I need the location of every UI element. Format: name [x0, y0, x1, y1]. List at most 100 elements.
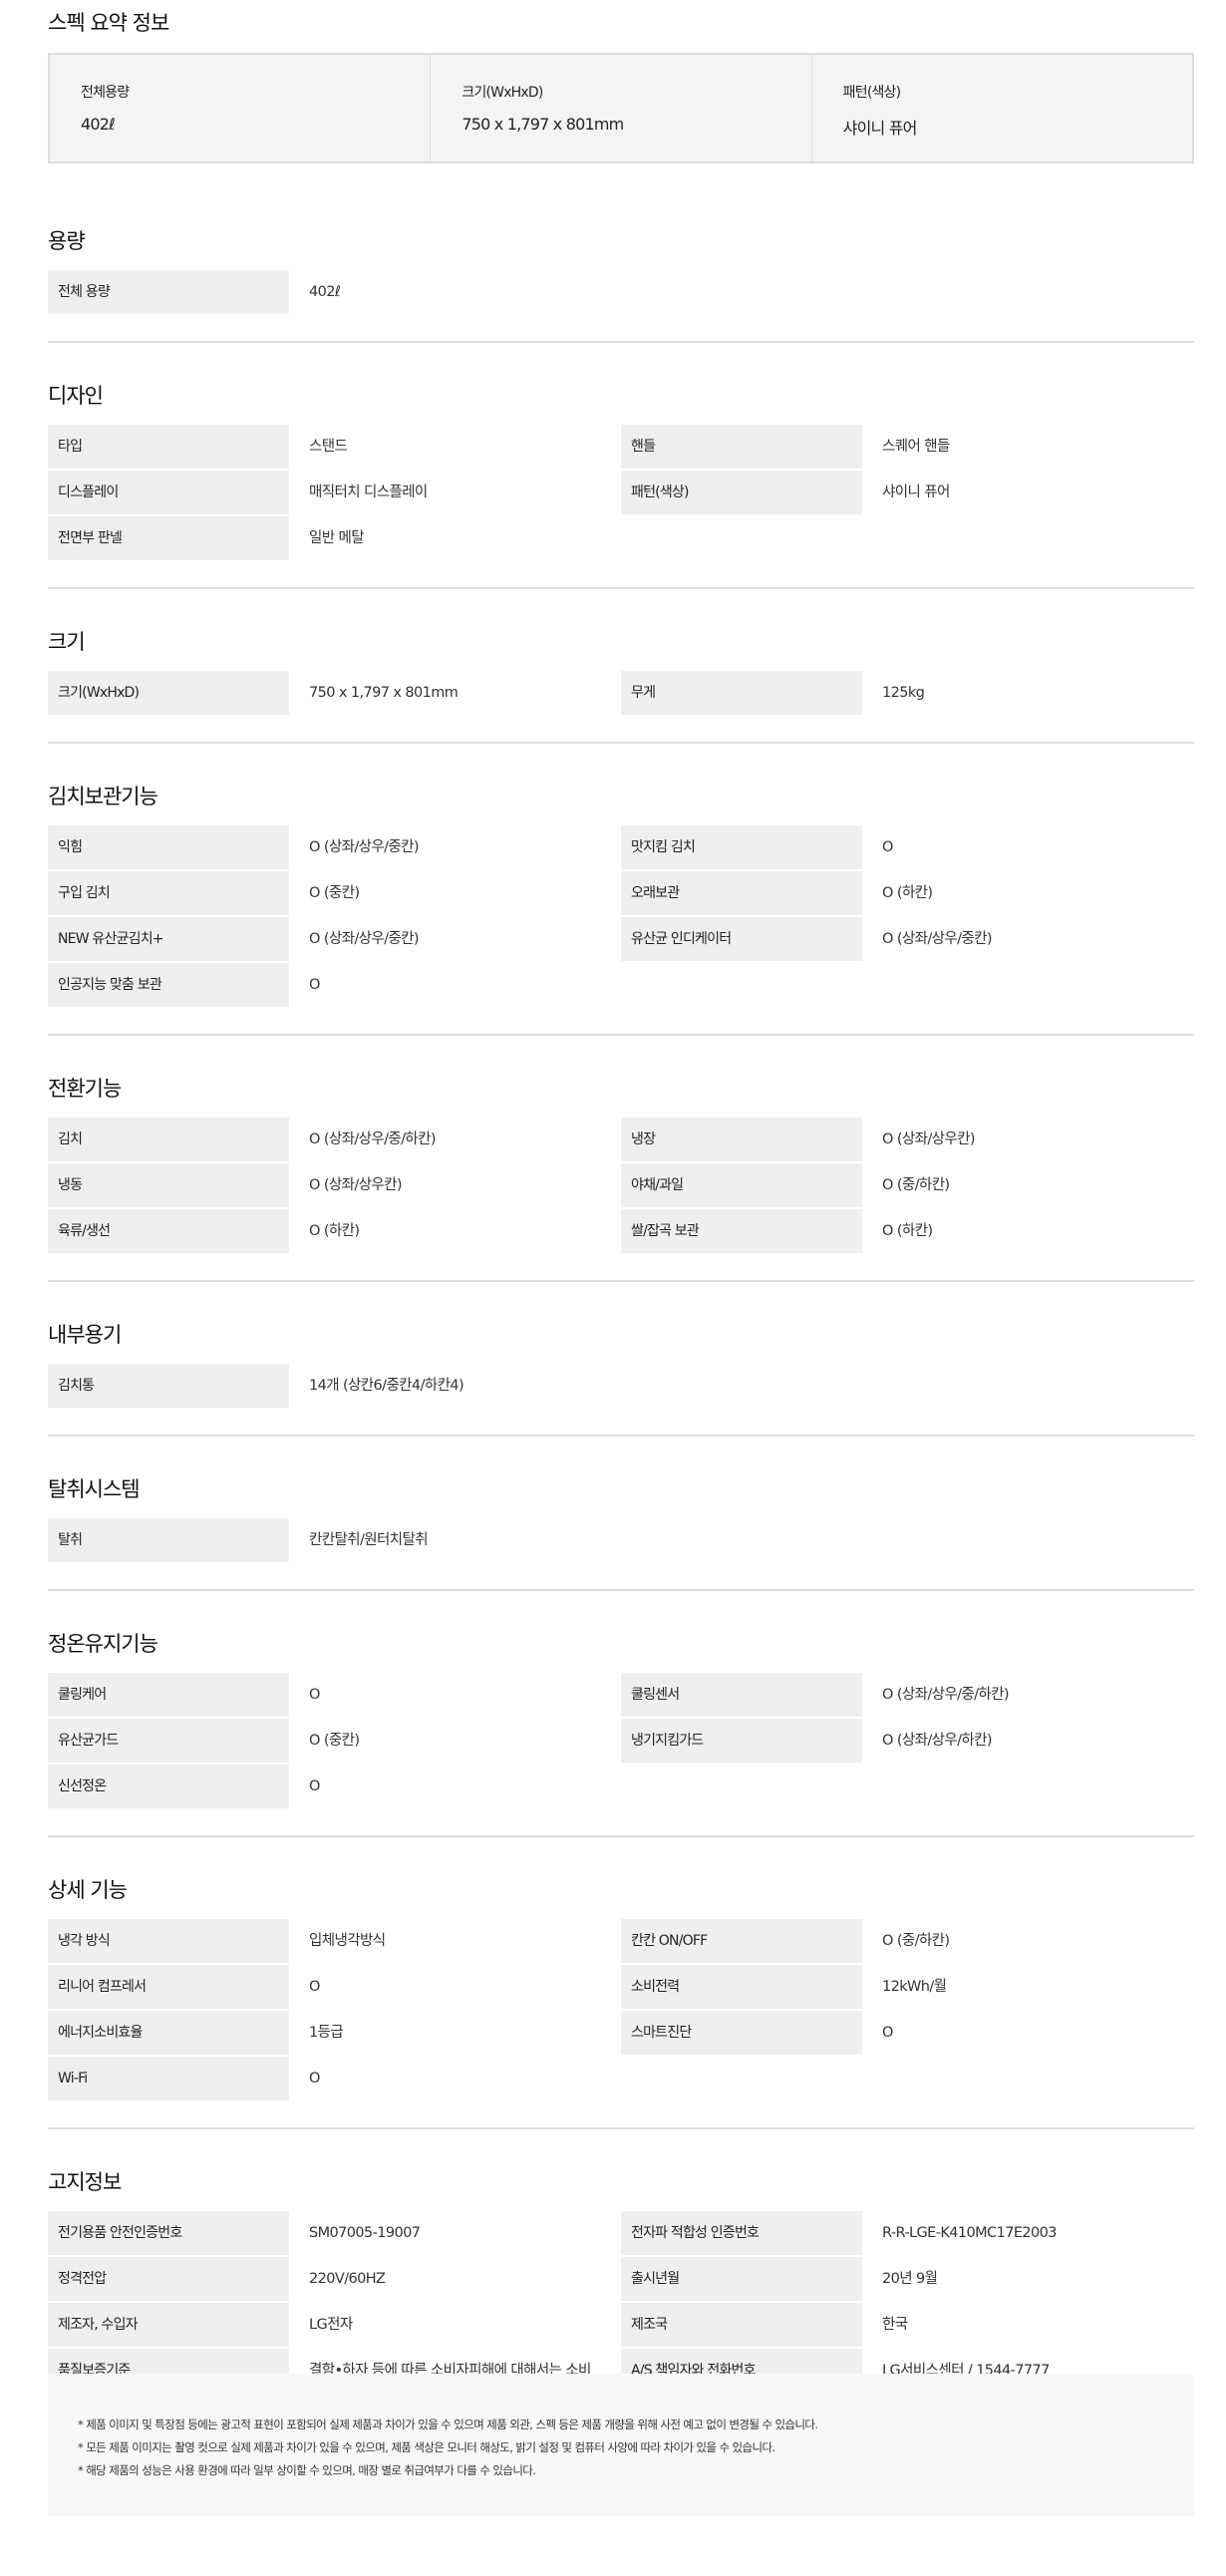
section-title: 정온유지기능	[48, 1632, 158, 1656]
section-title: 용량	[48, 229, 86, 253]
summary-value: 샤이니 퓨어	[842, 119, 918, 138]
spec-value: O	[309, 977, 320, 993]
notice-box: * 제품 이미지 및 특장점 등에는 광고적 표현이 포함되어 실제 제품과 차…	[48, 2374, 1194, 2516]
spec-label: 패턴(색상)	[621, 471, 862, 514]
spec-label: 구입 김치	[48, 871, 289, 915]
spec-label: 스마트진단	[621, 2011, 862, 2055]
summary-value: 750 x 1,797 x 801mm	[461, 115, 624, 134]
spec-summary-box: 전체용량 402ℓ 크기(WxHxD) 750 x 1,797 x 801mm …	[48, 53, 1194, 163]
spec-label: 정격전압	[48, 2257, 289, 2301]
notice-item: * 제품 이미지 및 특장점 등에는 광고적 표현이 포함되어 실제 제품과 차…	[78, 2417, 818, 2431]
spec-label: 야채/과일	[621, 1163, 862, 1207]
spec-label: 전자파 적합성 인증번호	[621, 2211, 862, 2255]
spec-value: O (하칸)	[882, 1223, 933, 1239]
spec-label: 핸들	[621, 425, 862, 469]
section-title: 크기	[48, 630, 86, 654]
spec-value: 125kg	[882, 685, 925, 701]
spec-label: 냉동	[48, 1163, 289, 1207]
spec-value: O (상좌/상우칸)	[309, 1177, 403, 1193]
spec-label: 유산균 인디케이터	[621, 917, 862, 961]
spec-value: 1등급	[309, 2025, 344, 2041]
spec-label: 오래보관	[621, 871, 862, 915]
spec-value: 220V/60HZ	[309, 2271, 386, 2287]
spec-label: 맛지킴 김치	[621, 825, 862, 869]
spec-value: O	[309, 1979, 320, 1995]
spec-label: 제조국	[621, 2303, 862, 2347]
spec-value: 일반 메탈	[309, 530, 365, 546]
section-title: 디자인	[48, 384, 104, 408]
spec-label: 익힘	[48, 825, 289, 869]
spec-label: 김치통	[48, 1364, 289, 1408]
spec-value: O (상좌/상우/중칸)	[882, 931, 993, 947]
spec-label: 쿨링센서	[621, 1673, 862, 1717]
spec-value: O (상좌/상우칸)	[882, 1131, 976, 1147]
summary-label: 크기(WxHxD)	[461, 85, 543, 101]
notice-list: * 제품 이미지 및 특장점 등에는 광고적 표현이 포함되어 실제 제품과 차…	[48, 2374, 1194, 2482]
spec-label: NEW 유산균김치+	[48, 917, 289, 961]
spec-label: 인공지능 맞춤 보관	[48, 963, 289, 1007]
spec-table: 김치통 14개 (상칸6/중칸4/하칸4)	[48, 1364, 1194, 1408]
spec-value: O (상좌/상우/중/하칸)	[309, 1131, 437, 1147]
spec-value: O (중/하칸)	[882, 1933, 950, 1949]
spec-label: 유산균가드	[48, 1719, 289, 1763]
notice-item: * 해당 제품의 성능은 사용 환경에 따라 일부 상이할 수 있으며, 매장 …	[78, 2463, 536, 2477]
spec-label: 전기용품 안전인증번호	[48, 2211, 289, 2255]
spec-label: 디스플레이	[48, 471, 289, 514]
spec-section: 탈취시스템 탈취 칸칸탈취/원터치탈취	[48, 1437, 1194, 1591]
spec-value: 입체냉각방식	[309, 1933, 386, 1949]
spec-sections: 용량 전체 용량 402ℓ 디자인 타입 스탠드 핸들 스퀘어 핸들 디스플레이 매직터치 디스플…	[48, 188, 1194, 2461]
summary-label: 패턴(색상)	[842, 85, 901, 101]
spec-value: O (중칸)	[309, 1733, 360, 1749]
section-title: 전환기능	[48, 1077, 122, 1101]
spec-label: 냉각 방식	[48, 1919, 289, 1963]
spec-table: 크기(WxHxD) 750 x 1,797 x 801mm 무게 125kg	[48, 671, 1194, 715]
spec-section: 김치보관기능 익힘 O (상좌/상우/중칸) 맛지킴 김치 O 구입 김치 O (중칸) 오래…	[48, 744, 1194, 1036]
summary-pattern: 패턴(색상) 샤이니 퓨어	[812, 55, 1192, 161]
summary-title: 스펙 요약 정보	[48, 11, 169, 35]
spec-value: SM07005-19007	[309, 2225, 421, 2241]
spec-value: 스탠드	[309, 439, 348, 455]
spec-label: 리니어 컴프레서	[48, 1965, 289, 2009]
spec-label: 전체 용량	[48, 270, 289, 314]
spec-table: 냉각 방식 입체냉각방식 칸칸 ON/OFF O (중/하칸) 리니어 컴프레서 O 소비전…	[48, 1919, 1194, 2100]
spec-value: 칸칸탈취/원터치탈취	[309, 1532, 429, 1548]
summary-label: 전체용량	[81, 85, 130, 101]
spec-value: O (중/하칸)	[882, 1177, 950, 1193]
spec-table: 전체 용량 402ℓ	[48, 270, 1194, 314]
spec-label: 쌀/잡곡 보관	[621, 1209, 862, 1253]
spec-value: O	[309, 1778, 320, 1794]
spec-label: 김치	[48, 1118, 289, 1161]
spec-label: 냉기지킴가드	[621, 1719, 862, 1763]
section-title: 내부용기	[48, 1323, 122, 1347]
spec-value: O	[882, 2025, 893, 2041]
section-title: 상세 기능	[48, 1878, 128, 1902]
spec-label: 에너지소비효율	[48, 2011, 289, 2055]
section-title: 김치보관기능	[48, 785, 158, 808]
spec-table: 김치 O (상좌/상우/중/하칸) 냉장 O (상좌/상우칸) 냉동 O (상좌/상우칸)…	[48, 1118, 1194, 1253]
spec-table: 타입 스탠드 핸들 스퀘어 핸들 디스플레이 매직터치 디스플레이 패턴(색상) 샤이니 퓨어…	[48, 425, 1194, 560]
spec-value: 402ℓ	[309, 284, 341, 300]
spec-value: 샤이니 퓨어	[882, 484, 950, 500]
spec-value: O	[309, 2071, 320, 2087]
spec-label: 전면부 판넬	[48, 516, 289, 560]
spec-label: 쿨링케어	[48, 1673, 289, 1717]
spec-value: 한국	[882, 2317, 908, 2333]
spec-table: 익힘 O (상좌/상우/중칸) 맛지킴 김치 O 구입 김치 O (중칸) 오래보관 O (하…	[48, 825, 1194, 1007]
summary-capacity: 전체용량 402ℓ	[50, 55, 432, 161]
section-title: 고지정보	[48, 2170, 122, 2194]
spec-section: 디자인 타입 스탠드 핸들 스퀘어 핸들 디스플레이 매직터치 디스플레이 패턴(색상) 샤이니…	[48, 343, 1194, 589]
spec-label: 냉장	[621, 1118, 862, 1161]
spec-section: 상세 기능 냉각 방식 입체냉각방식 칸칸 ON/OFF O (중/하칸) 리니어 컴프레…	[48, 1837, 1194, 2129]
spec-label: 출시년월	[621, 2257, 862, 2301]
spec-value: 매직터치 디스플레이	[309, 484, 428, 500]
spec-value: O (상좌/상우/중칸)	[309, 931, 420, 947]
spec-value: O	[309, 1687, 320, 1703]
spec-value: 20년 9월	[882, 2271, 938, 2287]
spec-value: 스퀘어 핸들	[882, 439, 950, 455]
spec-table: 쿨링케어 O 쿨링센서 O (상좌/상우/중/하칸) 유산균가드 O (중칸) 냉기지킴가드…	[48, 1673, 1194, 1808]
spec-value: O (하칸)	[309, 1223, 360, 1239]
notice-item: * 모든 제품 이미지는 촬영 컷으로 실제 제품과 차이가 있을 수 있으며,…	[78, 2440, 775, 2454]
